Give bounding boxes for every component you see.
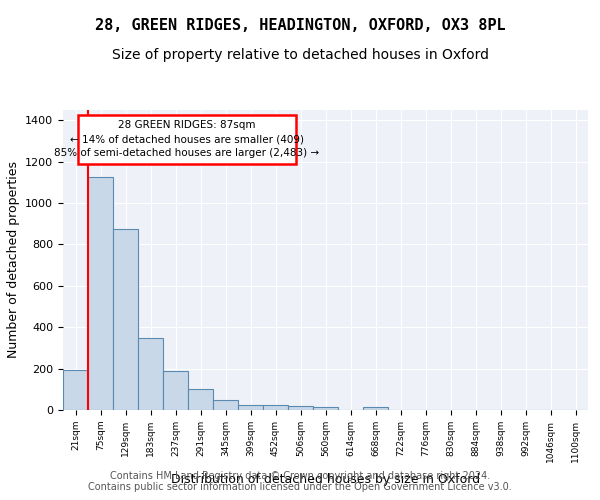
Bar xyxy=(88,177,113,410)
Text: ← 14% of detached houses are smaller (409): ← 14% of detached houses are smaller (40… xyxy=(70,134,304,144)
Text: 28, GREEN RIDGES, HEADINGTON, OXFORD, OX3 8PL: 28, GREEN RIDGES, HEADINGTON, OXFORD, OX… xyxy=(95,18,505,32)
Text: Size of property relative to detached houses in Oxford: Size of property relative to detached ho… xyxy=(112,48,488,62)
Bar xyxy=(138,338,163,410)
Bar xyxy=(213,400,238,410)
X-axis label: Distribution of detached houses by size in Oxford: Distribution of detached houses by size … xyxy=(171,473,480,486)
Bar xyxy=(263,405,288,410)
Bar xyxy=(188,390,213,410)
Bar xyxy=(238,405,263,410)
Bar xyxy=(363,407,388,410)
Bar xyxy=(113,229,138,410)
Y-axis label: Number of detached properties: Number of detached properties xyxy=(7,162,20,358)
FancyBboxPatch shape xyxy=(77,114,296,164)
Text: 28 GREEN RIDGES: 87sqm: 28 GREEN RIDGES: 87sqm xyxy=(118,120,256,130)
Bar xyxy=(63,370,88,410)
Bar xyxy=(288,406,313,410)
Bar xyxy=(163,370,188,410)
Text: 85% of semi-detached houses are larger (2,483) →: 85% of semi-detached houses are larger (… xyxy=(55,148,319,158)
Bar xyxy=(313,407,338,410)
Text: Contains HM Land Registry data © Crown copyright and database right 2024.
Contai: Contains HM Land Registry data © Crown c… xyxy=(88,471,512,492)
